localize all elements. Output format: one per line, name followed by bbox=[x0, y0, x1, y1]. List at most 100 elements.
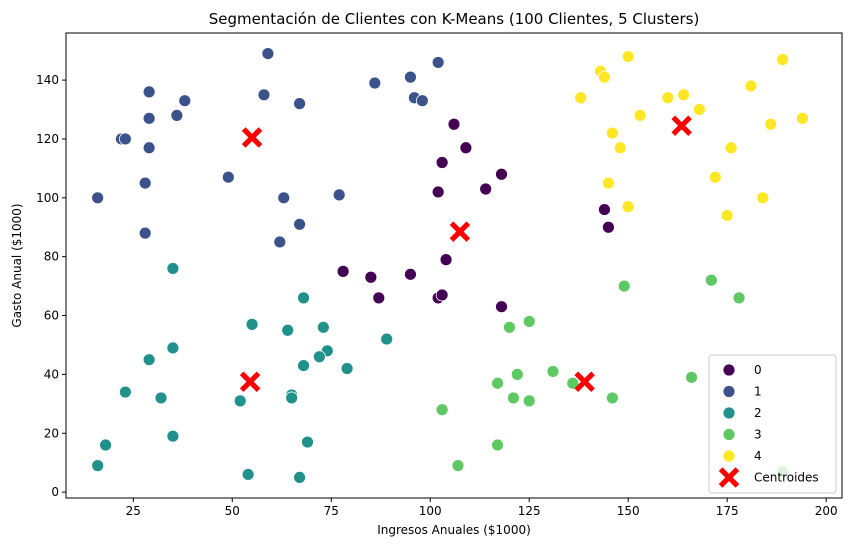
data-point-cluster-0 bbox=[479, 182, 493, 196]
data-point-cluster-4 bbox=[574, 91, 588, 105]
data-point-cluster-4 bbox=[744, 79, 758, 93]
data-point-cluster-1 bbox=[138, 226, 152, 240]
data-point-cluster-1 bbox=[142, 111, 156, 125]
data-point-cluster-4 bbox=[621, 200, 635, 214]
data-point-cluster-3 bbox=[491, 376, 504, 390]
x-tick-label: 125 bbox=[518, 504, 541, 518]
y-axis-label: Gasto Anual ($1000) bbox=[10, 203, 24, 327]
x-tick-label: 200 bbox=[815, 504, 838, 518]
legend-label: 4 bbox=[754, 449, 762, 463]
legend-label: 3 bbox=[754, 428, 762, 442]
data-point-cluster-1 bbox=[293, 97, 306, 111]
data-point-cluster-0 bbox=[439, 253, 453, 267]
data-point-cluster-3 bbox=[451, 459, 465, 473]
data-point-cluster-4 bbox=[764, 117, 778, 131]
centroid-marker bbox=[671, 115, 693, 137]
chart-title: Segmentación de Clientes con K-Means (10… bbox=[209, 10, 700, 28]
data-point-cluster-1 bbox=[138, 176, 152, 190]
legend-marker-4 bbox=[722, 449, 736, 463]
data-point-cluster-2 bbox=[118, 385, 132, 399]
data-point-cluster-0 bbox=[447, 117, 461, 131]
data-point-cluster-0 bbox=[372, 291, 386, 305]
data-points bbox=[91, 47, 809, 484]
data-point-cluster-4 bbox=[661, 91, 675, 105]
centroid-marker bbox=[574, 371, 596, 393]
data-point-cluster-4 bbox=[708, 170, 722, 184]
y-tick-label: 20 bbox=[44, 426, 59, 440]
data-point-cluster-2 bbox=[380, 332, 394, 346]
data-point-cluster-3 bbox=[522, 394, 536, 408]
data-point-cluster-3 bbox=[685, 370, 698, 384]
data-point-cluster-4 bbox=[598, 70, 611, 84]
x-tick-label: 150 bbox=[617, 504, 640, 518]
data-point-cluster-1 bbox=[273, 235, 287, 249]
centroid-markers bbox=[239, 115, 693, 393]
x-axis: 25 50 75 100 125 150 175 200 bbox=[126, 498, 838, 518]
data-point-cluster-0 bbox=[364, 270, 378, 284]
data-point-cluster-0 bbox=[435, 156, 449, 169]
data-point-cluster-3 bbox=[617, 279, 631, 293]
data-point-cluster-0 bbox=[598, 203, 611, 216]
data-point-cluster-1 bbox=[277, 191, 291, 205]
data-point-cluster-4 bbox=[605, 126, 619, 140]
data-point-cluster-2 bbox=[312, 350, 326, 364]
data-point-cluster-2 bbox=[301, 435, 314, 449]
data-point-cluster-1 bbox=[118, 132, 132, 146]
data-point-cluster-2 bbox=[293, 470, 306, 484]
data-point-cluster-3 bbox=[732, 291, 746, 305]
data-point-cluster-0 bbox=[431, 185, 445, 199]
data-point-cluster-4 bbox=[677, 88, 691, 102]
y-tick-label: 120 bbox=[36, 132, 59, 146]
legend: 0 1 2 3 4 Centroides bbox=[708, 354, 837, 494]
data-point-cluster-1 bbox=[332, 188, 346, 202]
data-point-cluster-0 bbox=[404, 267, 417, 281]
x-tick-label: 100 bbox=[419, 504, 442, 518]
data-point-cluster-1 bbox=[293, 217, 306, 231]
data-point-cluster-4 bbox=[613, 141, 627, 155]
y-tick-label: 40 bbox=[44, 367, 59, 381]
x-tick-label: 75 bbox=[324, 504, 339, 518]
legend-marker-1 bbox=[722, 385, 736, 398]
legend-box bbox=[708, 354, 837, 494]
plot-area bbox=[65, 32, 843, 499]
data-point-cluster-2 bbox=[281, 323, 295, 337]
data-point-cluster-1 bbox=[221, 170, 235, 184]
data-point-cluster-3 bbox=[435, 403, 449, 417]
data-point-cluster-3 bbox=[491, 438, 504, 452]
data-point-cluster-2 bbox=[91, 459, 105, 473]
data-point-cluster-1 bbox=[257, 88, 271, 102]
data-point-cluster-4 bbox=[720, 209, 734, 222]
data-point-cluster-3 bbox=[506, 391, 520, 405]
legend-centroid-marker bbox=[718, 467, 740, 488]
data-point-cluster-1 bbox=[415, 94, 429, 108]
legend-marker-3 bbox=[722, 428, 736, 441]
legend-marker-2 bbox=[722, 406, 736, 420]
legend-label-centroids: Centroides bbox=[754, 471, 819, 485]
data-point-cluster-2 bbox=[233, 394, 247, 408]
data-point-cluster-4 bbox=[693, 103, 706, 116]
data-point-cluster-2 bbox=[142, 353, 156, 367]
x-axis-label: Ingresos Anuales ($1000) bbox=[377, 523, 531, 537]
data-point-cluster-3 bbox=[605, 391, 619, 405]
data-point-cluster-1 bbox=[368, 76, 382, 90]
legend-label: 0 bbox=[754, 363, 762, 377]
data-point-cluster-0 bbox=[336, 264, 350, 278]
centroid-marker bbox=[241, 127, 263, 148]
x-tick-label: 175 bbox=[716, 504, 739, 518]
data-point-cluster-3 bbox=[503, 320, 516, 334]
data-point-cluster-1 bbox=[170, 109, 184, 122]
data-point-cluster-1 bbox=[261, 47, 275, 61]
data-point-cluster-4 bbox=[776, 53, 790, 66]
data-point-cluster-4 bbox=[724, 141, 738, 155]
data-point-cluster-1 bbox=[431, 56, 445, 69]
data-point-cluster-2 bbox=[297, 291, 310, 305]
x-tick-label: 50 bbox=[225, 504, 240, 518]
y-tick-label: 100 bbox=[36, 191, 59, 205]
data-point-cluster-2 bbox=[166, 429, 180, 443]
data-point-cluster-0 bbox=[495, 167, 508, 181]
data-point-cluster-2 bbox=[166, 262, 180, 275]
data-point-cluster-4 bbox=[796, 111, 809, 125]
centroid-marker bbox=[239, 371, 261, 393]
data-point-cluster-4 bbox=[756, 191, 770, 205]
